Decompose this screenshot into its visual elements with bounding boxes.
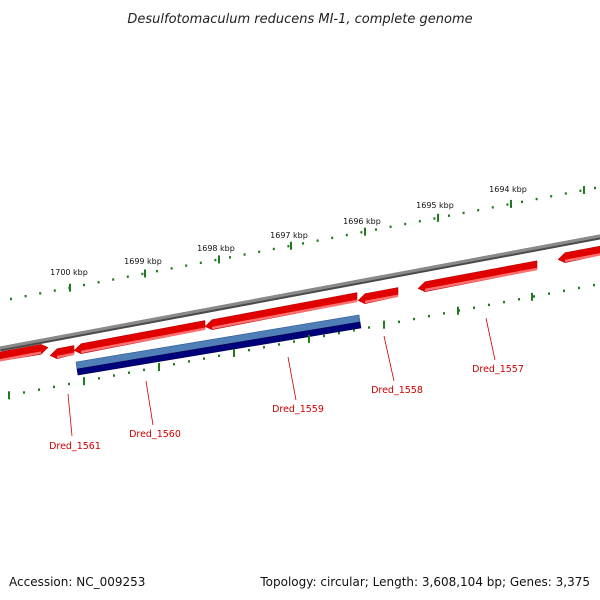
gene-label-group[interactable]: Dred_1557: [472, 317, 524, 375]
scale-label: 1698 kbp: [197, 244, 235, 253]
gene-leader-line: [145, 380, 154, 426]
gene-label[interactable]: Dred_1558: [371, 385, 423, 396]
scale-labels: 1700 kbp 1699 kbp 1698 kbp 1697 kbp 1696 kbp…: [50, 185, 527, 277]
accession-label: Accession: NC_009253: [9, 575, 146, 589]
scale-label: 1699 kbp: [124, 257, 162, 266]
genome-backbone: [0, 234, 600, 352]
gene-label[interactable]: Dred_1557: [472, 364, 524, 375]
gene-arrow-shade: [81, 327, 205, 354]
scale-label: 1700 kbp: [50, 268, 88, 277]
gene-leader-line: [485, 317, 496, 361]
gene-leader-line: [287, 356, 297, 401]
gene-arrow[interactable]: [73, 320, 206, 354]
gene-leader-line: [383, 335, 395, 382]
gene-labels[interactable]: Dred_1561 Dred_1560 Dred_1559 Dred_1558 Dred…: [49, 317, 524, 452]
gene-leader-line: [67, 393, 73, 437]
gene-arrow[interactable]: [557, 245, 600, 263]
map-title: Desulfotomaculum reducens MI-1, complete…: [127, 12, 472, 27]
scale-label: 1694 kbp: [489, 185, 527, 194]
inner-scale-ticks: [8, 283, 595, 400]
gene-arrow[interactable]: [357, 287, 399, 304]
blast-hits[interactable]: [75, 314, 362, 376]
gene-feature[interactable]: [49, 345, 75, 359]
gene-label[interactable]: Dred_1559: [272, 404, 324, 415]
gene-arrow-shade: [365, 294, 398, 304]
gene-label-group[interactable]: Dred_1561: [49, 393, 101, 452]
gene-features[interactable]: [0, 245, 600, 362]
gene-arrow-shade: [565, 253, 600, 263]
gene-arrow-shade: [425, 267, 537, 292]
blast-hit-dark[interactable]: [76, 321, 362, 376]
scale-label: 1696 kbp: [343, 217, 381, 226]
gene-label-group[interactable]: Dred_1560: [129, 380, 181, 440]
gene-arrow[interactable]: [417, 260, 538, 292]
gene-label[interactable]: Dred_1560: [129, 429, 181, 440]
gene-label-group[interactable]: Dred_1559: [272, 356, 324, 415]
gene-feature[interactable]: [357, 287, 399, 304]
gene-feature[interactable]: [417, 260, 538, 292]
gene-label-group[interactable]: Dred_1558: [371, 335, 423, 396]
gene-label[interactable]: Dred_1561: [49, 441, 101, 452]
gene-feature[interactable]: [204, 292, 358, 330]
scale-label: 1695 kbp: [416, 201, 454, 210]
gene-feature[interactable]: [557, 245, 600, 263]
gene-feature[interactable]: [73, 320, 206, 354]
outer-scale-ticks: [10, 186, 596, 301]
scale-label: 1697 kbp: [270, 231, 308, 240]
gene-arrow[interactable]: [204, 292, 358, 330]
gene-arrow-shade: [57, 352, 74, 359]
gene-arrow-shade: [0, 351, 41, 362]
gene-arrow-shade: [212, 299, 357, 330]
gene-feature[interactable]: [0, 344, 49, 362]
topology-summary: Topology: circular; Length: 3,608,104 bp…: [260, 575, 590, 589]
